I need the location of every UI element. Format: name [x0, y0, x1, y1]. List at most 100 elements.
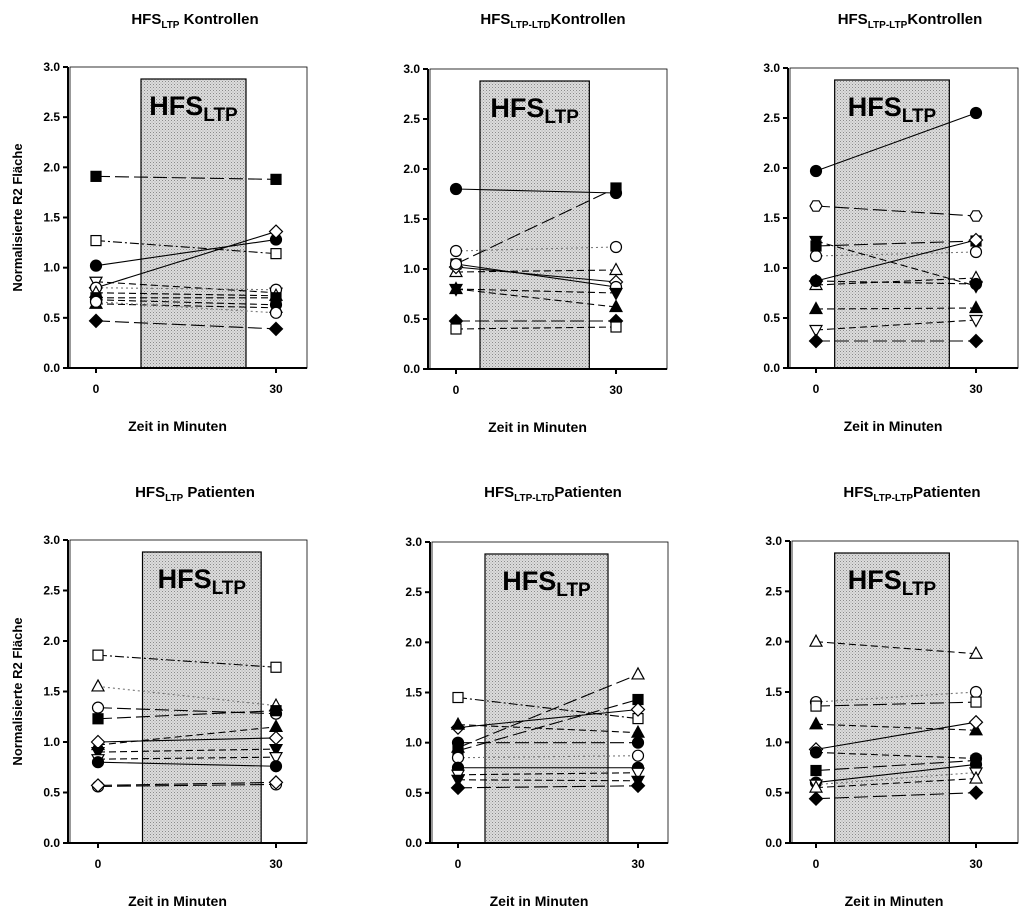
series-line	[95, 281, 277, 294]
x-tick-label: 0	[95, 857, 102, 871]
x-tick-label: 0	[455, 857, 462, 871]
series-line	[815, 778, 977, 789]
data-point-circle	[809, 746, 823, 759]
data-point-square	[610, 321, 622, 333]
data-point-circle	[631, 749, 645, 762]
series-1	[92, 649, 282, 673]
series-line	[97, 654, 277, 668]
y-tick-label: 1.5	[43, 685, 60, 699]
data-point-circle	[449, 244, 463, 258]
data-point-triangle	[968, 300, 984, 314]
data-point-triangle-down	[608, 287, 624, 301]
y-axis-label: Normalisierte R2 Fläche	[10, 617, 25, 765]
stimulation-label: HFSLTP	[149, 91, 238, 126]
y-tick-label: 2.5	[43, 584, 60, 598]
x-tick-label: 0	[813, 382, 820, 396]
series-line	[95, 239, 277, 267]
x-axis-label: Zeit in Minuten	[128, 893, 227, 909]
stimulation-label: HFSLTP	[490, 93, 579, 128]
series-line	[97, 707, 277, 715]
y-tick-label: 1.0	[405, 736, 422, 750]
series-line	[97, 756, 277, 760]
stimulation-band	[141, 551, 262, 844]
data-point-triangle-down	[268, 752, 284, 765]
chart-panel-2: HFSLTP 0.0 0.5 1.0 1.5 2.0 2.5 3.0 0 30 Zeit in Mi…	[403, 11, 668, 435]
series-11	[808, 785, 984, 807]
series-line	[455, 269, 617, 273]
data-point-triangle	[608, 299, 624, 313]
series-1	[808, 633, 984, 659]
y-tick-label: 3.0	[405, 535, 422, 549]
series-line	[457, 724, 639, 734]
series-line	[97, 737, 277, 743]
data-point-square	[810, 764, 822, 777]
data-point-diamond	[630, 702, 646, 717]
chart-panel-5: HFSLTP 0.0 0.5 1.0 1.5 2.0 2.5 3.0 0 30 Zeit in Mi…	[405, 484, 669, 909]
series-3	[810, 696, 982, 712]
data-point-diamond	[268, 321, 284, 337]
series-8	[809, 274, 983, 291]
data-point-triangle-down	[630, 767, 646, 781]
y-tick-label: 0.0	[405, 836, 422, 850]
chart-panel-3: HFSLTP 0.0 0.5 1.0 1.5 2.0 2.5 3.0 0 30 Zeit in Mi…	[763, 11, 1019, 434]
y-tick-label: 3.0	[403, 62, 420, 76]
series-line	[815, 759, 977, 772]
data-point-square	[270, 173, 282, 185]
y-tick-label: 1.5	[765, 685, 782, 699]
data-point-triangle	[808, 633, 824, 647]
y-tick-label: 1.0	[763, 261, 780, 275]
series-7	[90, 743, 284, 760]
data-point-circle	[449, 257, 463, 271]
series-line	[95, 240, 277, 255]
data-point-triangle	[968, 645, 984, 659]
series-line	[457, 779, 639, 782]
data-point-triangle	[448, 281, 464, 295]
data-point-triangle	[808, 716, 824, 730]
x-tick-label: 30	[269, 857, 283, 871]
y-tick-label: 0.5	[763, 311, 780, 325]
data-point-circle	[451, 736, 465, 749]
series-line	[815, 277, 977, 286]
x-tick-label: 30	[969, 382, 983, 396]
series-line	[815, 307, 977, 310]
stimulation-label: HFSLTP	[502, 566, 591, 601]
series-line	[815, 723, 977, 731]
data-point-circle	[451, 751, 465, 764]
chart-panel-4: HFSLTP 0.0 0.5 1.0 1.5 2.0 2.5 3.0 0 30 Zeit in Mi…	[10, 484, 308, 909]
data-point-diamond	[968, 333, 984, 349]
chart-title: HFSLTP-LTDPatienten	[484, 484, 622, 504]
series-line	[815, 751, 977, 759]
x-tick-label: 0	[813, 857, 820, 871]
data-point-circle	[969, 106, 983, 120]
y-tick-label: 0.0	[403, 362, 420, 376]
series-line	[95, 175, 277, 180]
y-tick-label: 3.0	[43, 533, 60, 547]
series-line	[97, 726, 277, 746]
data-point-square	[270, 661, 282, 673]
y-tick-label: 3.0	[763, 61, 780, 75]
series-3	[89, 233, 283, 272]
y-tick-label: 1.5	[403, 212, 420, 226]
series-10	[808, 314, 984, 338]
y-tick-label: 1.5	[763, 211, 780, 225]
series-2	[809, 200, 983, 222]
y-tick-label: 2.5	[405, 585, 422, 599]
stimulation-label: HFSLTP	[848, 565, 937, 600]
data-point-hexagon	[809, 200, 823, 212]
data-point-square	[452, 691, 464, 704]
y-tick-label: 1.0	[43, 735, 60, 749]
data-point-circle	[91, 701, 105, 714]
data-point-circle	[609, 240, 623, 254]
stimulation-band	[140, 78, 247, 369]
data-point-diamond	[808, 791, 824, 807]
x-tick-label: 30	[609, 383, 623, 397]
data-point-diamond	[450, 780, 466, 796]
data-point-square	[450, 323, 462, 335]
data-point-circle	[969, 245, 983, 259]
data-point-triangle	[808, 301, 824, 315]
x-axis-label: Zeit in Minuten	[844, 418, 943, 434]
series-line	[815, 771, 977, 786]
y-tick-label: 1.0	[765, 735, 782, 749]
data-point-triangle-down	[808, 235, 824, 249]
data-point-hexagon	[969, 210, 983, 222]
